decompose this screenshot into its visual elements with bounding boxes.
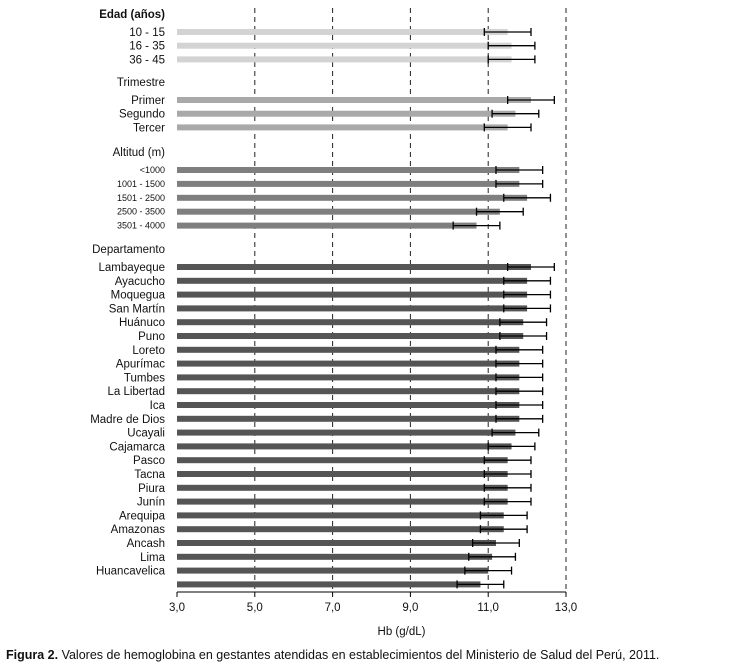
category-label: 1001 - 1500 — [117, 179, 165, 189]
bar — [177, 346, 520, 353]
bar — [177, 208, 500, 215]
bar — [177, 360, 520, 367]
category-label: Ancash — [127, 538, 165, 550]
category-label: 10 - 15 — [129, 27, 165, 39]
category-label: Cajamarca — [109, 441, 165, 453]
category-label: 3501 - 4000 — [117, 221, 165, 231]
bar — [177, 333, 524, 339]
bar — [177, 553, 493, 560]
category-label: Junín — [137, 497, 165, 509]
bar — [177, 567, 489, 574]
group-header: Edad (años) — [99, 9, 165, 21]
category-label: Tumbes — [124, 372, 165, 384]
x-tick-label: 9,0 — [402, 602, 418, 614]
bar — [177, 498, 508, 505]
category-label: 2500 - 3500 — [117, 207, 165, 217]
category-label: Puno — [138, 331, 165, 343]
bar — [177, 277, 528, 284]
group-header: Departamento — [92, 244, 165, 256]
category-label: Ayacucho — [115, 276, 165, 288]
bar — [177, 457, 508, 464]
category-label: Huancavelica — [96, 566, 166, 578]
bar — [177, 471, 508, 477]
bar — [177, 124, 508, 131]
x-axis: 3,0 5,0 7,0 9,0 11,0 13,0 Hb (g/dL) — [169, 591, 577, 638]
category-label: Loreto — [132, 345, 165, 357]
category-label: Ucayali — [127, 428, 165, 440]
group-header: Trimestre — [117, 77, 165, 89]
category-label: Lima — [140, 552, 166, 564]
category-label: Arequipa — [119, 510, 166, 522]
bar — [177, 540, 496, 546]
bar — [177, 415, 520, 422]
category-label: Moquegua — [111, 290, 166, 302]
category-label: Madre de Dios — [90, 414, 165, 426]
bar — [177, 180, 520, 187]
bar — [177, 291, 528, 298]
category-label: Pasco — [133, 455, 165, 467]
category-label: Amazonas — [111, 524, 166, 536]
category-label: Tercer — [133, 122, 165, 134]
category-label: Lambayeque — [99, 262, 166, 274]
bar — [177, 194, 528, 201]
bar — [177, 319, 524, 326]
bar — [177, 110, 516, 117]
category-label: Huánuco — [119, 317, 165, 329]
bar — [177, 402, 520, 408]
bar — [177, 512, 504, 519]
bar — [177, 484, 508, 491]
bar — [177, 97, 531, 103]
x-tick-label: 7,0 — [325, 602, 341, 614]
x-tick-label: 11,0 — [477, 602, 499, 614]
bar — [177, 42, 512, 49]
caption-prefix: Figura 2. — [6, 648, 59, 662]
x-tick-label: 3,0 — [169, 602, 185, 614]
bar — [177, 429, 516, 436]
x-tick-label: 13,0 — [555, 602, 577, 614]
category-label: La Libertad — [107, 386, 165, 398]
bars — [177, 28, 555, 589]
bar — [177, 374, 520, 381]
category-label: Primer — [131, 95, 165, 107]
category-label: Apurímac — [116, 359, 165, 371]
category-label: Piura — [138, 483, 165, 495]
x-tick-label: 5,0 — [247, 602, 263, 614]
bar — [177, 56, 512, 63]
bar — [177, 167, 520, 173]
bar — [177, 305, 528, 312]
bar — [177, 29, 508, 35]
category-label: San Martín — [109, 303, 165, 315]
category-label: 36 - 45 — [129, 54, 165, 66]
category-label: Ica — [150, 400, 166, 412]
figure-caption: Figura 2. Valores de hemoglobina en gest… — [6, 648, 659, 662]
category-label: Tacna — [134, 469, 165, 481]
category-label: 1501 - 2500 — [117, 193, 165, 203]
bar — [177, 581, 481, 588]
category-label: Segundo — [119, 109, 165, 121]
group-header: Altitud (m) — [113, 147, 166, 159]
gridlines — [254, 8, 567, 592]
category-label: <1000 — [140, 165, 165, 175]
bar — [177, 264, 531, 270]
bar — [177, 443, 512, 450]
caption-text: Valores de hemoglobina en gestantes aten… — [58, 648, 660, 662]
bar — [177, 388, 520, 395]
bar — [177, 526, 504, 533]
bar — [177, 222, 477, 229]
x-axis-title: Hb (g/dL) — [378, 626, 426, 638]
category-label: 16 - 35 — [129, 41, 165, 53]
